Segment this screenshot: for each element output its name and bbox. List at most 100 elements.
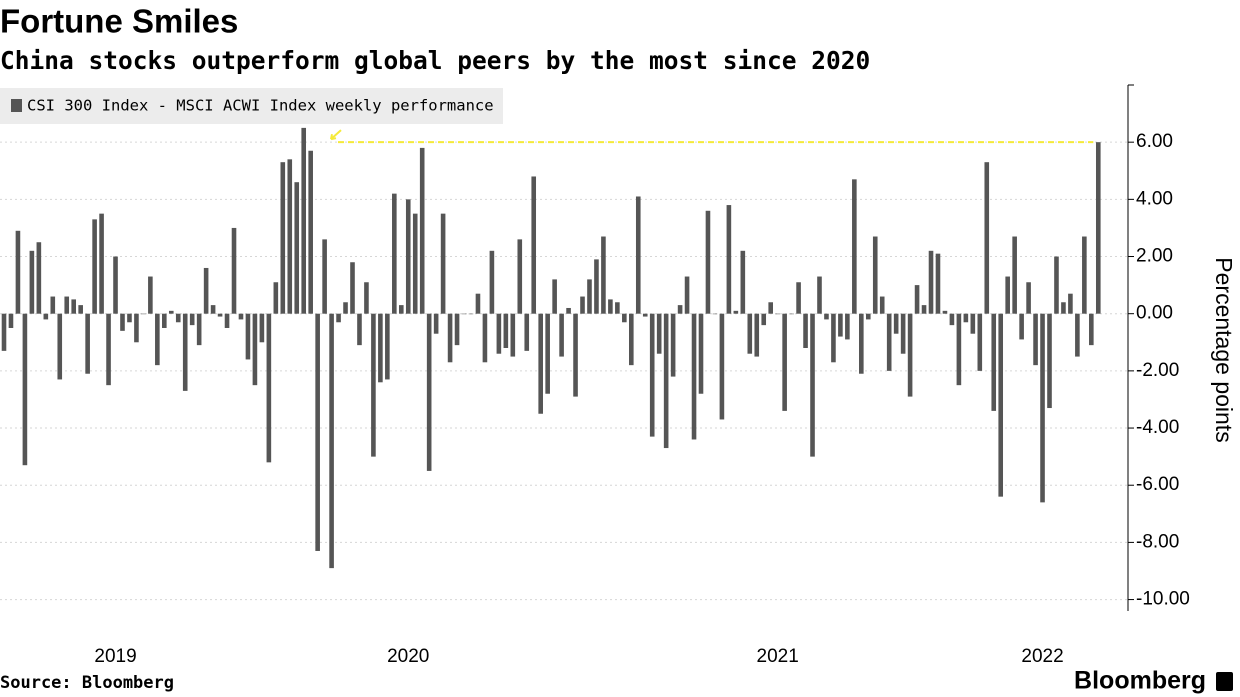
bar: [963, 313, 969, 323]
bar: [900, 313, 906, 354]
y-tick-label: 6.00: [1136, 131, 1173, 152]
y-tick-label: -8.00: [1136, 531, 1179, 552]
bar: [859, 313, 864, 374]
bar: [789, 313, 794, 315]
bar: [649, 313, 655, 437]
bar: [984, 162, 990, 314]
x-tick-label: 2021: [757, 646, 799, 667]
bar: [71, 299, 76, 314]
bar: [1047, 313, 1052, 409]
bar: [921, 305, 927, 314]
bar: [845, 313, 850, 340]
bar: [580, 296, 585, 314]
bar: [810, 313, 815, 457]
bar: [168, 310, 174, 314]
bar: [642, 313, 648, 317]
bar: [301, 127, 307, 314]
bar: [629, 313, 634, 366]
bar: [127, 313, 132, 323]
bar: [392, 193, 397, 314]
bar: [768, 302, 773, 314]
bar: [622, 313, 627, 323]
brand-icon: [1216, 672, 1233, 691]
legend-box: [0, 88, 503, 124]
bar: [433, 313, 439, 334]
bar: [357, 313, 362, 346]
bar: [831, 313, 836, 363]
bar: [817, 276, 822, 314]
bar: [426, 313, 432, 471]
bar: [775, 313, 780, 315]
x-tick-label: 2019: [94, 646, 136, 667]
bar: [113, 256, 118, 314]
legend-label: CSI 300 Index - MSCI ACWI Index weekly p…: [27, 97, 494, 115]
bar: [879, 296, 885, 314]
bar: [635, 196, 641, 314]
bar: [162, 313, 167, 328]
bar: [238, 313, 244, 320]
bar: [447, 313, 453, 363]
bar: [22, 313, 28, 466]
bar: [1061, 302, 1066, 314]
bar: [935, 253, 941, 314]
bar: [210, 305, 216, 314]
bar: [364, 282, 369, 314]
bar: [287, 159, 293, 314]
y-tick-label: -2.00: [1136, 360, 1179, 381]
bar: [705, 210, 711, 314]
bar: [412, 213, 418, 314]
bar: [15, 230, 21, 314]
bar: [1019, 313, 1024, 340]
bar: [43, 313, 49, 320]
bar: [175, 313, 181, 323]
bar: [747, 313, 753, 354]
bar: [182, 313, 188, 391]
bar: [838, 313, 843, 337]
bar: [385, 313, 390, 380]
bar: [852, 179, 857, 314]
bar: [803, 313, 808, 348]
bar: [29, 250, 35, 314]
bar: [482, 313, 488, 363]
bar: [510, 313, 516, 357]
bar: [545, 313, 550, 394]
bar: [440, 213, 446, 314]
bar: [615, 302, 620, 314]
bar: [977, 313, 983, 371]
bar: [949, 313, 955, 326]
y-tick-label: -10.00: [1136, 589, 1190, 610]
bar: [1012, 236, 1017, 314]
bar: [259, 313, 265, 343]
bar: [531, 176, 537, 314]
bar: [1033, 313, 1038, 366]
x-tick-label: 2022: [1021, 646, 1063, 667]
bar: [78, 305, 83, 314]
bar: [496, 313, 502, 354]
y-tick-label: 0.00: [1136, 303, 1173, 324]
bar: [50, 296, 56, 314]
bar: [824, 313, 829, 320]
bar: [1054, 256, 1059, 314]
bar: [134, 313, 139, 343]
bar: [893, 313, 899, 334]
bar: [970, 313, 976, 334]
x-tick-label: 2020: [387, 646, 429, 667]
bar: [475, 293, 481, 314]
bar: [1068, 293, 1073, 314]
bar: [594, 259, 599, 314]
bar: [872, 236, 878, 314]
bar: [155, 313, 160, 366]
bar: [656, 313, 662, 354]
y-axis-label: Percentage points: [1211, 257, 1237, 442]
bar: [468, 313, 474, 315]
bar: [454, 313, 460, 346]
bar: [1082, 236, 1087, 314]
bar: [343, 302, 348, 314]
bar: [141, 313, 146, 315]
bar: [1005, 276, 1010, 314]
bar: [266, 313, 272, 463]
bar: [8, 313, 14, 328]
bar: [371, 313, 376, 457]
